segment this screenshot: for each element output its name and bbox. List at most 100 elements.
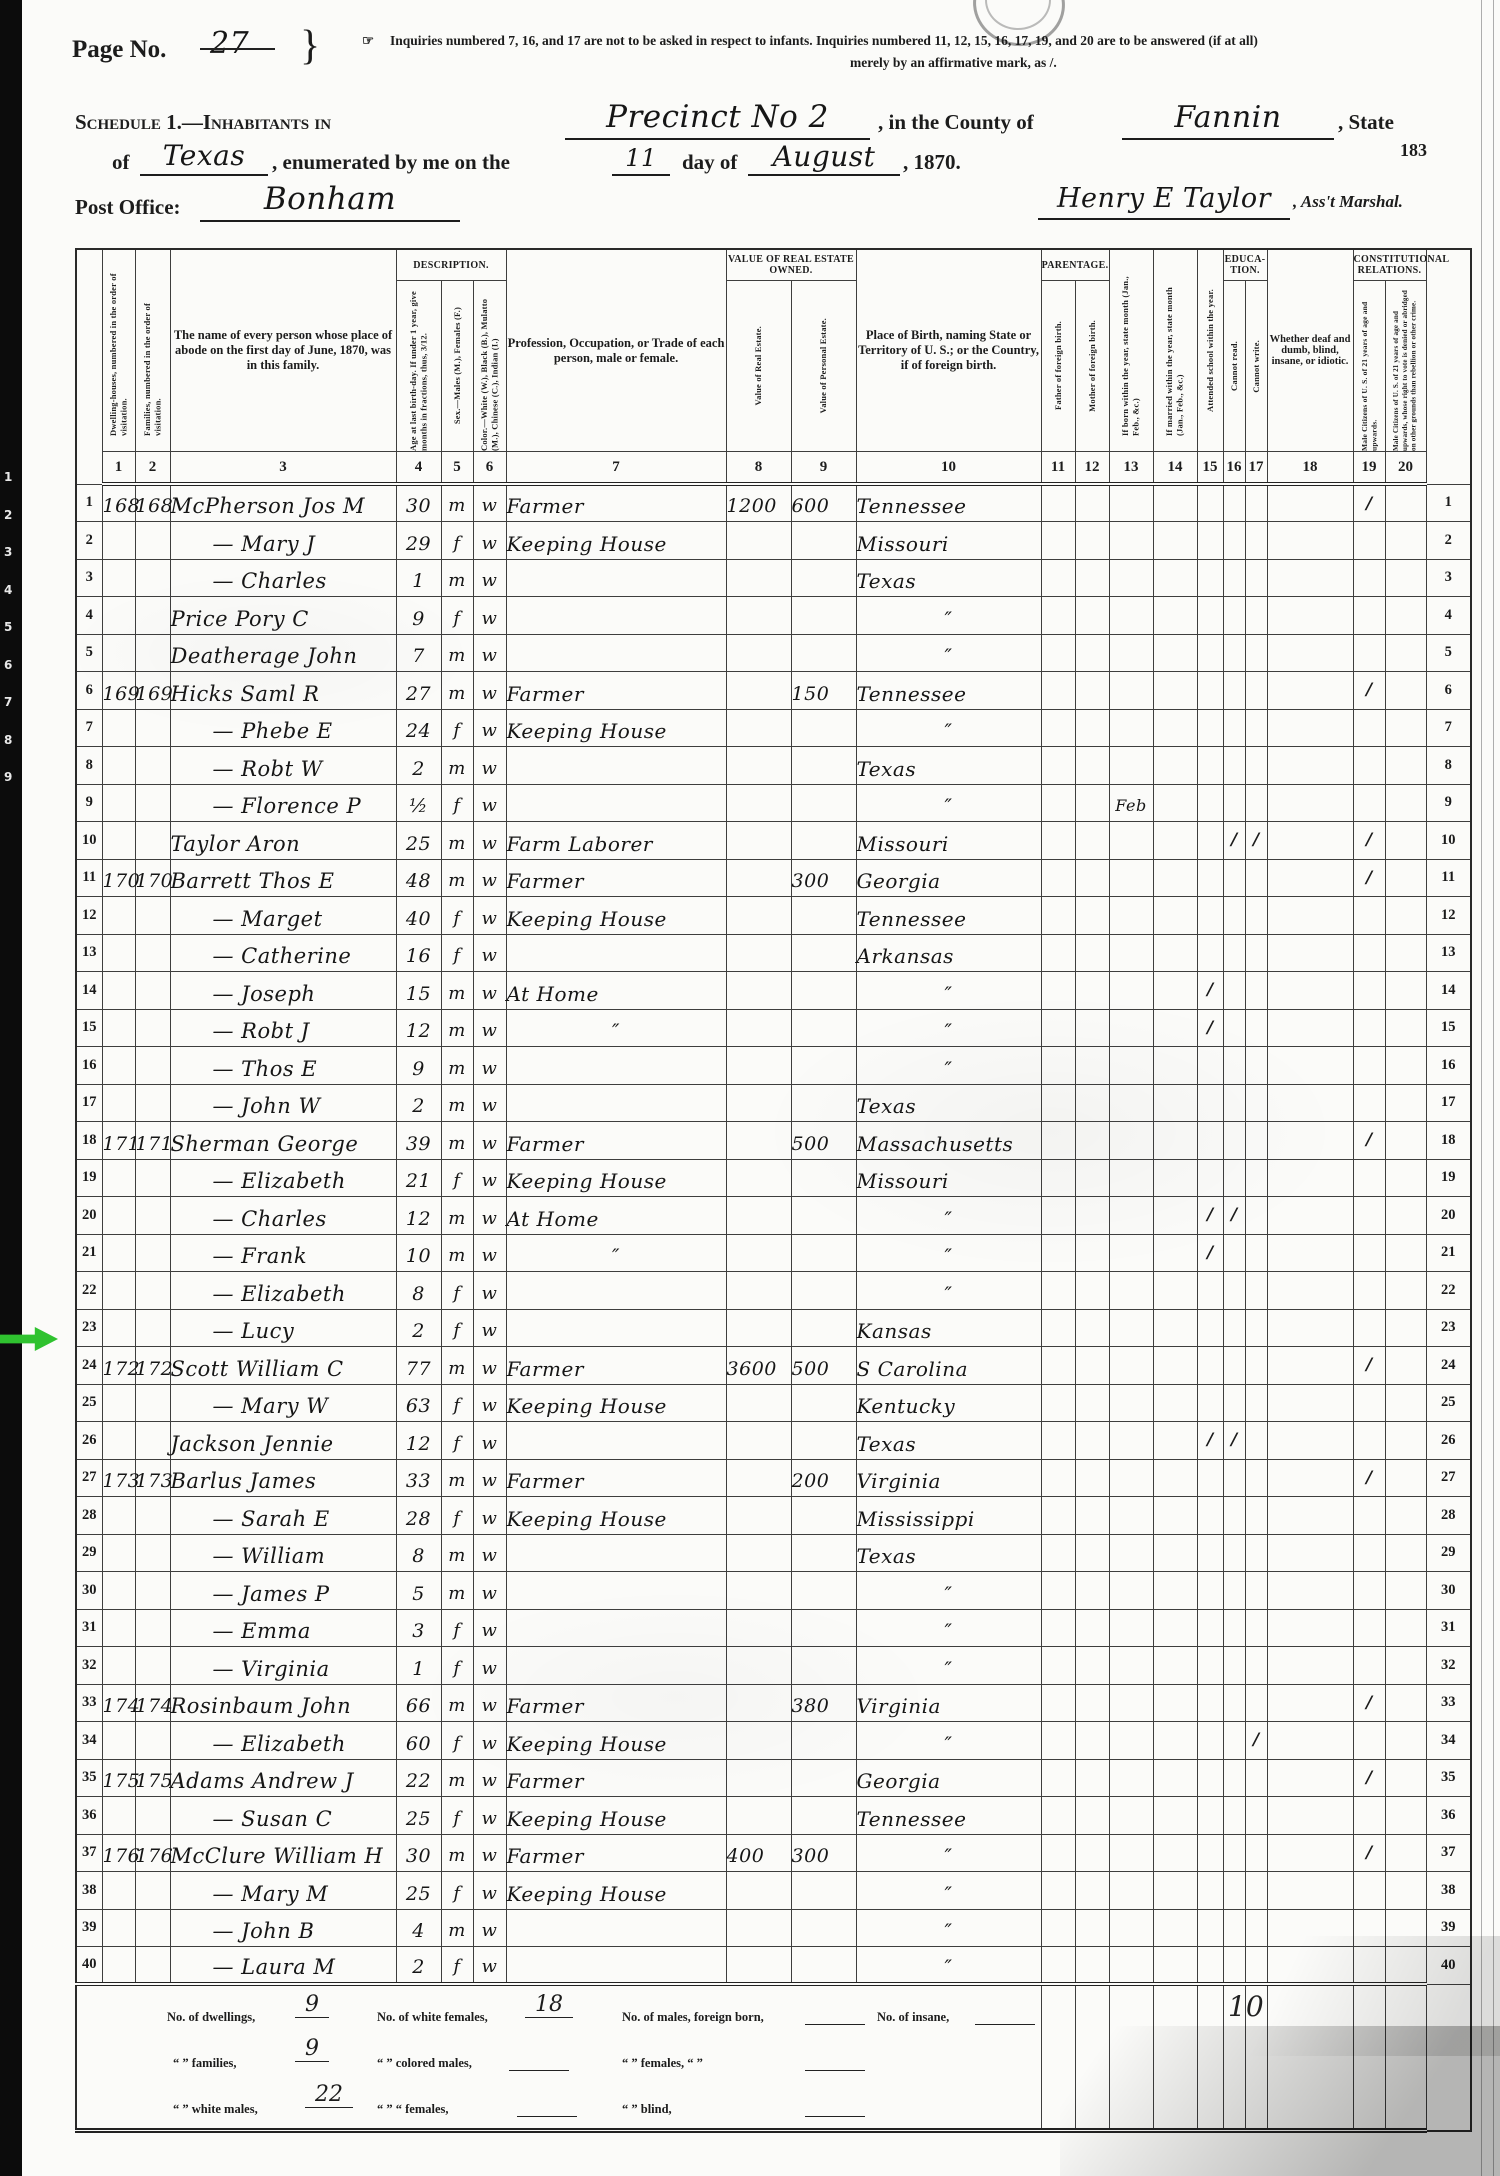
- cell-father-foreign: [1040, 1158, 1076, 1197]
- cell-birth-month: [1108, 483, 1154, 522]
- cell-line-number: 23: [1425, 1308, 1472, 1347]
- cell-vote-denied: [1384, 1608, 1427, 1647]
- cell-family-number: [134, 1008, 171, 1047]
- cell-occupation: Keeping House: [505, 708, 727, 747]
- cell-family-number: [134, 596, 171, 635]
- cell-mother-foreign: [1074, 1233, 1110, 1272]
- cell-mother-foreign: [1074, 1346, 1110, 1385]
- cell-birth-month: [1108, 1796, 1154, 1835]
- cell-dwelling-number: [101, 1383, 136, 1422]
- cell-sex: F: [440, 1496, 474, 1535]
- cell-line-number: 7: [1425, 708, 1472, 747]
- cell-person-name: Scott William C: [169, 1346, 397, 1385]
- cell-color: W: [472, 1196, 507, 1235]
- cell-occupation: At Home: [505, 1196, 727, 1235]
- cell-line-number: 3: [75, 558, 103, 597]
- cell-dwelling-number: [101, 1721, 136, 1760]
- dwellings-value: 9: [295, 1992, 329, 2018]
- cell-cannot-write: [1244, 558, 1268, 597]
- cell-real-estate-value: [725, 1646, 792, 1685]
- cell-father-foreign: [1040, 746, 1076, 785]
- cell-age: 30: [395, 483, 442, 522]
- cell-occupation: Keeping House: [505, 521, 727, 560]
- film-strip-number: 2: [4, 507, 13, 522]
- cell-occupation: Farmer: [505, 858, 727, 897]
- cell-birth-month: [1108, 1308, 1154, 1347]
- cell-age: 9: [395, 1046, 442, 1085]
- cell-color: W: [472, 1721, 507, 1760]
- cell-dwelling-number: [101, 1571, 136, 1610]
- cell-father-foreign: [1040, 558, 1076, 597]
- cell-sex: F: [440, 1946, 474, 1985]
- cell-deaf-dumb-blind: [1266, 1121, 1354, 1160]
- cell-cannot-read: [1222, 1608, 1246, 1647]
- cell-color: W: [472, 483, 507, 522]
- cell-father-foreign: [1040, 1533, 1076, 1572]
- cell-family-number: [134, 1421, 171, 1460]
- cell-color: W: [472, 1421, 507, 1460]
- cell-father-foreign: [1040, 1646, 1076, 1685]
- cell-line-number: 38: [1425, 1871, 1472, 1910]
- cell-color: W: [472, 896, 507, 935]
- cell-real-estate-value: [725, 1796, 792, 1835]
- cell-deaf-dumb-blind: [1266, 1721, 1354, 1760]
- cell-father-foreign: [1040, 1608, 1076, 1647]
- cell-cannot-read: [1222, 783, 1246, 822]
- col-header-color: Color.—White (W.), Black (B.), Mulatto (…: [472, 280, 507, 452]
- cell-line-number: 17: [75, 1083, 103, 1122]
- cell-mother-foreign: [1074, 558, 1110, 597]
- cell-occupation: [505, 1271, 727, 1310]
- cell-vote-denied: [1384, 1871, 1427, 1910]
- cell-cannot-write: [1244, 671, 1268, 710]
- cell-line-number: 37: [75, 1833, 103, 1872]
- cell-line-number: 12: [1425, 896, 1472, 935]
- cell-vote-denied: [1384, 1721, 1427, 1760]
- cell-age: 25: [395, 821, 442, 860]
- cell-mother-foreign: [1074, 1533, 1110, 1572]
- table-row: 31 — Emma 3 F W ″ 31: [75, 1608, 1472, 1647]
- post-office-value: Bonham: [200, 172, 460, 222]
- cell-person-name: — Charles: [169, 1196, 397, 1235]
- cell-age: 63: [395, 1383, 442, 1422]
- cell-personal-estate-value: [790, 1533, 857, 1572]
- white-females-value: 18: [525, 1992, 573, 2018]
- cell-male-citizen-21: /: [1352, 858, 1386, 897]
- cell-birth-month: [1108, 1458, 1154, 1497]
- cell-birthplace: S Carolina: [855, 1346, 1042, 1385]
- cell-mother-foreign: [1074, 1421, 1110, 1460]
- cell-vote-denied: [1384, 896, 1427, 935]
- cell-personal-estate-value: [790, 1571, 857, 1610]
- page-edge-line: [1481, 0, 1482, 2176]
- cell-person-name: — Sarah E: [169, 1496, 397, 1535]
- cell-birthplace: ″: [855, 1008, 1042, 1047]
- cell-sex: M: [440, 483, 474, 522]
- band-constitutional: Constitutional Relations.: [1352, 248, 1449, 281]
- cell-cannot-write: [1244, 708, 1268, 747]
- microfilm-edge-strip: 1 2 3 4 5 6 7 8 9: [0, 0, 22, 2176]
- cell-deaf-dumb-blind: [1266, 783, 1354, 822]
- cell-line-number: 8: [75, 746, 103, 785]
- cell-real-estate-value: [725, 1383, 792, 1422]
- cell-occupation: Keeping House: [505, 1496, 727, 1535]
- cell-cannot-read: [1222, 1458, 1246, 1497]
- dwellings-label: No. of dwellings,: [167, 2010, 256, 2024]
- cell-family-number: [134, 1646, 171, 1685]
- cell-dwelling-number: [101, 1871, 136, 1910]
- cell-male-citizen-21: [1352, 1796, 1386, 1835]
- cell-line-number: 9: [1425, 783, 1472, 822]
- cell-birthplace: ″: [855, 1833, 1042, 1872]
- cell-real-estate-value: [725, 1233, 792, 1272]
- cell-father-foreign: [1040, 1083, 1076, 1122]
- cell-vote-denied: [1384, 708, 1427, 747]
- cell-person-name: Barrett Thos E: [169, 858, 397, 897]
- cell-birthplace: Kansas: [855, 1308, 1042, 1347]
- cell-vote-denied: [1384, 971, 1427, 1010]
- cell-color: W: [472, 971, 507, 1010]
- cell-occupation: Farm Laborer: [505, 821, 727, 860]
- cell-color: W: [472, 1271, 507, 1310]
- cell-cannot-write: [1244, 1233, 1268, 1272]
- cell-birth-month: [1108, 596, 1154, 635]
- cell-dwelling-number: [101, 1608, 136, 1647]
- cell-line-number: 36: [1425, 1796, 1472, 1835]
